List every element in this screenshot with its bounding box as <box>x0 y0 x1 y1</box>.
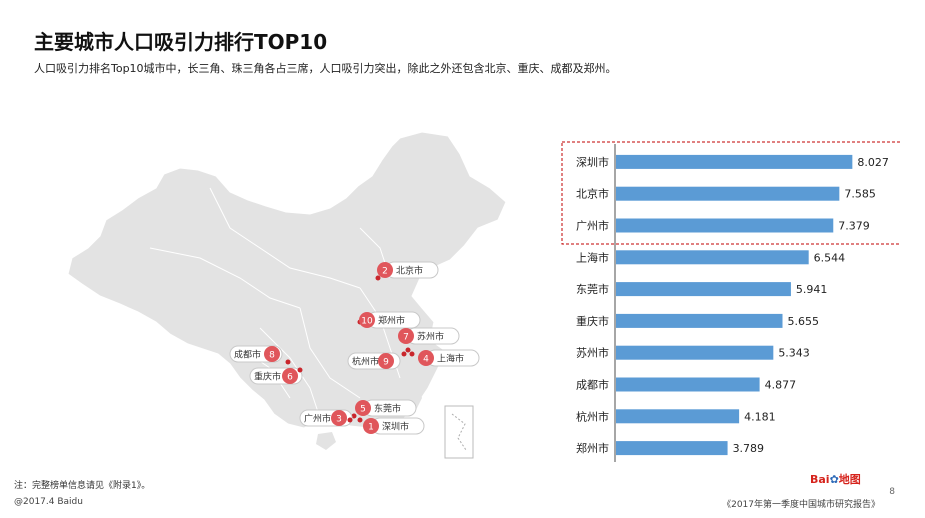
city-dot <box>401 351 407 357</box>
city-dot <box>375 275 381 281</box>
china-map-svg: 2 北京市 10 郑州市 7 苏州市 9 杭州市 4 上海市 8 成都市 6 重庆市 5 东莞市 3 广州市 1 深圳… <box>67 131 507 459</box>
category-label: 北京市 <box>576 187 609 201</box>
city-name: 杭州市 <box>352 356 379 368</box>
city-marker: 2 北京市 <box>375 261 439 281</box>
city-marker: 1 深圳市 <box>357 417 425 435</box>
category-label: 广州市 <box>576 219 609 233</box>
city-marker: 4 上海市 <box>409 349 480 367</box>
page-title: 主要城市人口吸引力排行TOP10 <box>34 30 328 54</box>
city-marker: 3 广州市 <box>299 409 353 427</box>
category-label: 成都市 <box>576 378 609 392</box>
category-label: 郑州市 <box>576 441 609 455</box>
ranking-bar-chart-svg: 深圳市 8.027 北京市 7.585 广州市 7.379 上海市 6.544 东莞市 5.941… <box>561 141 903 462</box>
city-dot <box>409 351 415 357</box>
rank-badge <box>418 350 434 366</box>
rank-badge <box>378 353 394 369</box>
page-subtitle: 人口吸引力排名Top10城市中，长三角、珠三角各占三席，人口吸引力突出，除此之外… <box>34 62 617 75</box>
value-label: 3.789 <box>733 442 765 455</box>
copyright: @2017.4 Baidu <box>14 497 83 507</box>
rank-number: 9 <box>383 358 389 368</box>
bar <box>616 313 783 328</box>
city-marker: 9 杭州市 <box>347 351 407 370</box>
value-label: 4.877 <box>765 379 797 392</box>
rank-badge <box>398 328 414 344</box>
city-marker: 8 成都市 <box>229 345 291 365</box>
rank-number: 5 <box>360 405 366 415</box>
rank-badge <box>363 418 379 434</box>
city-dot <box>351 413 357 419</box>
city-name: 北京市 <box>396 265 423 277</box>
rank-badge <box>359 312 375 328</box>
bar <box>616 186 840 201</box>
hainan-island-shape <box>316 432 336 450</box>
bars-group: 深圳市 8.027 北京市 7.585 广州市 7.379 上海市 6.544 东莞市 5.941… <box>576 154 889 456</box>
city-name: 上海市 <box>437 353 464 365</box>
logo-text: Bai <box>810 473 830 486</box>
footnote: 注：完整榜单信息请见《附录1》。 <box>14 481 151 491</box>
category-label: 苏州市 <box>576 346 609 360</box>
value-label: 5.655 <box>788 315 820 328</box>
city-marker: 6 重庆市 <box>249 367 303 385</box>
city-dot <box>357 417 363 423</box>
bar <box>616 377 760 392</box>
rank-badge <box>282 368 298 384</box>
bar <box>616 218 834 233</box>
rank-badge <box>264 346 280 362</box>
nine-dash-inset <box>444 405 474 459</box>
category-label: 杭州市 <box>576 409 609 423</box>
baidu-map-logo: Bai✿地图 <box>810 471 861 487</box>
rank-badge <box>355 400 371 416</box>
rank-badge <box>331 410 347 426</box>
city-marker: 10 郑州市 <box>357 311 421 329</box>
city-dot <box>297 367 303 373</box>
city-marker: 7 苏州市 <box>398 327 460 353</box>
bar <box>616 409 740 424</box>
category-label: 上海市 <box>576 250 609 264</box>
city-marker: 5 东莞市 <box>351 399 417 419</box>
value-label: 7.585 <box>844 188 876 201</box>
city-dot <box>285 359 291 365</box>
bar <box>616 154 853 169</box>
value-label: 7.379 <box>838 220 870 233</box>
city-name: 苏州市 <box>417 331 444 343</box>
bar <box>616 250 809 265</box>
bar <box>616 441 728 456</box>
rank-badge <box>377 262 393 278</box>
rank-number: 6 <box>287 373 293 383</box>
value-label: 5.941 <box>796 283 828 296</box>
rank-number: 1 <box>368 423 374 433</box>
category-label: 深圳市 <box>576 155 609 169</box>
category-label: 东莞市 <box>576 282 609 296</box>
city-name: 深圳市 <box>382 421 409 433</box>
ranking-bar-chart: 深圳市 8.027 北京市 7.585 广州市 7.379 上海市 6.544 东莞市 5.941… <box>560 140 903 465</box>
rank-number: 8 <box>269 351 275 361</box>
city-name: 重庆市 <box>254 371 281 383</box>
china-map: 2 北京市 10 郑州市 7 苏州市 9 杭州市 4 上海市 8 成都市 6 重庆市 5 东莞市 3 广州市 1 深圳… <box>60 128 520 468</box>
value-label: 5.343 <box>778 347 810 360</box>
rank-number: 10 <box>361 317 373 327</box>
city-name: 郑州市 <box>378 315 405 327</box>
value-label: 4.181 <box>744 410 776 423</box>
category-label: 重庆市 <box>576 314 609 328</box>
paw-icon: ✿ <box>829 473 839 486</box>
city-dot <box>405 347 411 353</box>
rank-number: 2 <box>382 267 388 277</box>
page-number: 8 <box>889 487 895 497</box>
rank-number: 7 <box>403 333 409 343</box>
city-markers: 2 北京市 10 郑州市 7 苏州市 9 杭州市 4 上海市 8 成都市 6 重庆市 5 东莞市 3 广州市 1 深圳… <box>229 261 480 435</box>
value-label: 8.027 <box>857 156 889 169</box>
city-name: 东莞市 <box>374 403 401 415</box>
rank-number: 4 <box>423 355 429 365</box>
rank-number: 3 <box>336 415 342 425</box>
city-dot <box>347 417 353 423</box>
bar <box>616 282 791 297</box>
value-label: 6.544 <box>814 251 846 264</box>
report-source: 《2017年第一季度中国城市研究报告》 <box>722 500 880 510</box>
city-name: 广州市 <box>304 413 331 425</box>
city-name: 成都市 <box>234 349 261 361</box>
bar <box>616 345 774 360</box>
logo-suffix: 地图 <box>838 473 861 486</box>
